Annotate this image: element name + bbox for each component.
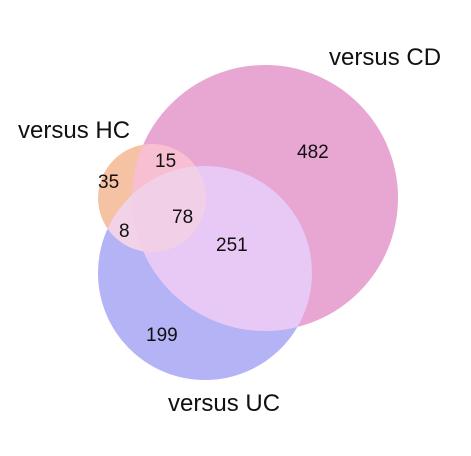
count-hc-cd: 15 — [155, 151, 176, 172]
set-label-cd: versus CD — [329, 44, 441, 71]
set-label-hc: versus HC — [18, 117, 130, 144]
set-label-uc: versus UC — [168, 390, 280, 417]
count-hc-only: 35 — [98, 172, 119, 193]
count-uc-only: 199 — [146, 325, 178, 346]
count-cd-only: 482 — [297, 142, 329, 163]
count-hc-uc: 8 — [119, 221, 130, 242]
overlap-hc-cd-uc — [132, 166, 206, 252]
count-hc-cd-uc: 78 — [172, 207, 193, 228]
count-cd-uc: 251 — [216, 235, 248, 256]
